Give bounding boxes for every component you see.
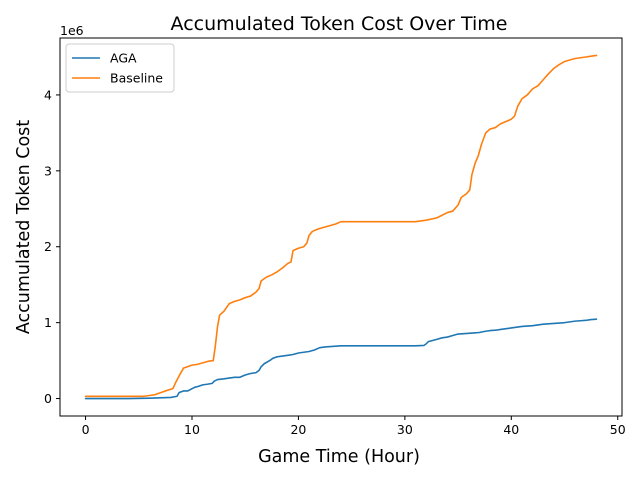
y-axis-title: Accumulated Token Cost (14, 120, 34, 334)
y-tick-label: 0 (44, 391, 52, 406)
ticks-layer: 0 10 20 30 40 50 0 1 2 3 4 (44, 87, 626, 437)
y-tick-label: 3 (44, 163, 52, 178)
x-tick-label: 40 (503, 422, 519, 437)
x-tick-label: 0 (82, 422, 90, 437)
y-tick-label: 2 (44, 239, 52, 254)
x-tick-label: 10 (184, 422, 200, 437)
plot-frame (59, 37, 623, 417)
y-tick-label: 4 (44, 87, 52, 102)
chart-title: Accumulated Token Cost Over Time (171, 13, 508, 35)
x-tick-label: 30 (397, 422, 413, 437)
x-tick-label: 50 (610, 422, 626, 437)
x-axis-title: Game Time (Hour) (258, 447, 420, 467)
series-line-aga (84, 318, 598, 400)
legend-frame (65, 43, 175, 93)
legend-label: AGA (110, 51, 137, 66)
y-tick-label: 1 (44, 315, 52, 330)
series-layer (84, 54, 598, 400)
y-offset-label: 1e6 (60, 23, 84, 38)
series-line-baseline (84, 54, 598, 398)
legend-label: Baseline (110, 71, 163, 86)
legend: AGA Baseline (65, 43, 175, 93)
x-tick-label: 20 (290, 422, 306, 437)
